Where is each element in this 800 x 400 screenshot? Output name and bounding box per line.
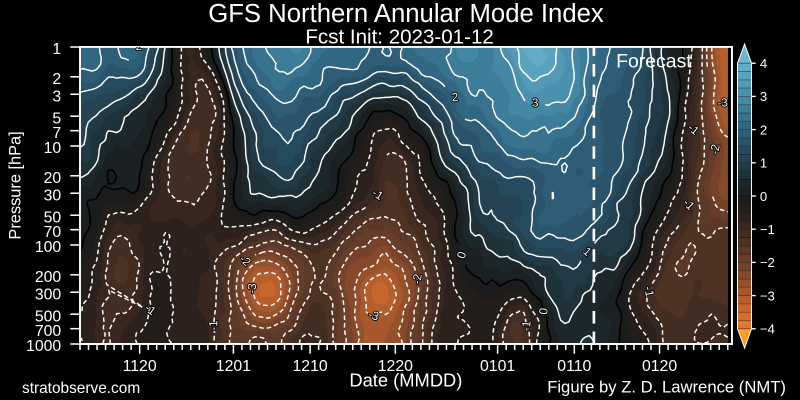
svg-text:1: 1 [52,41,61,58]
svg-text:1201: 1201 [216,358,251,375]
svg-text:−1: −1 [760,222,775,237]
svg-text:100: 100 [35,239,62,256]
svg-text:3: 3 [760,89,767,104]
svg-text:20: 20 [44,170,62,187]
svg-text:30: 30 [44,187,62,204]
svg-text:1000: 1000 [26,338,61,355]
svg-text:0101: 0101 [480,358,515,375]
svg-text:10: 10 [44,140,62,157]
svg-text:2: 2 [760,122,767,137]
svg-text:1210: 1210 [293,358,328,375]
svg-text:1220: 1220 [378,358,413,375]
svg-text:0110: 0110 [557,358,591,375]
svg-text:70: 70 [44,224,62,241]
svg-text:700: 700 [35,323,62,340]
svg-text:−2: −2 [760,255,775,270]
svg-text:500: 500 [35,308,62,325]
svg-text:200: 200 [35,269,62,286]
svg-text:0: 0 [760,189,767,204]
svg-text:300: 300 [35,286,62,303]
svg-text:50: 50 [44,209,62,226]
svg-text:stratobserve.com: stratobserve.com [22,380,140,397]
svg-text:GFS Northern Annular Mode Inde: GFS Northern Annular Mode Index [208,0,604,28]
svg-text:7: 7 [52,125,61,142]
svg-text:4: 4 [760,56,767,71]
svg-text:Pressure [hPa]: Pressure [hPa] [7,131,25,239]
svg-text:0120: 0120 [642,358,677,375]
svg-text:5: 5 [52,110,61,127]
svg-text:1: 1 [760,156,767,171]
svg-text:Figure by Z. D. Lawrence (NMT): Figure by Z. D. Lawrence (NMT) [547,377,786,396]
svg-text:3: 3 [52,88,61,105]
svg-text:−3: −3 [760,288,775,303]
svg-text:1120: 1120 [123,358,157,375]
svg-text:Fcst Init: 2023-01-12: Fcst Init: 2023-01-12 [305,25,493,48]
svg-text:Forecast: Forecast [616,51,692,73]
svg-text:Date (MMDD): Date (MMDD) [349,369,462,390]
svg-text:−4: −4 [760,322,775,337]
svg-text:2: 2 [52,71,61,88]
